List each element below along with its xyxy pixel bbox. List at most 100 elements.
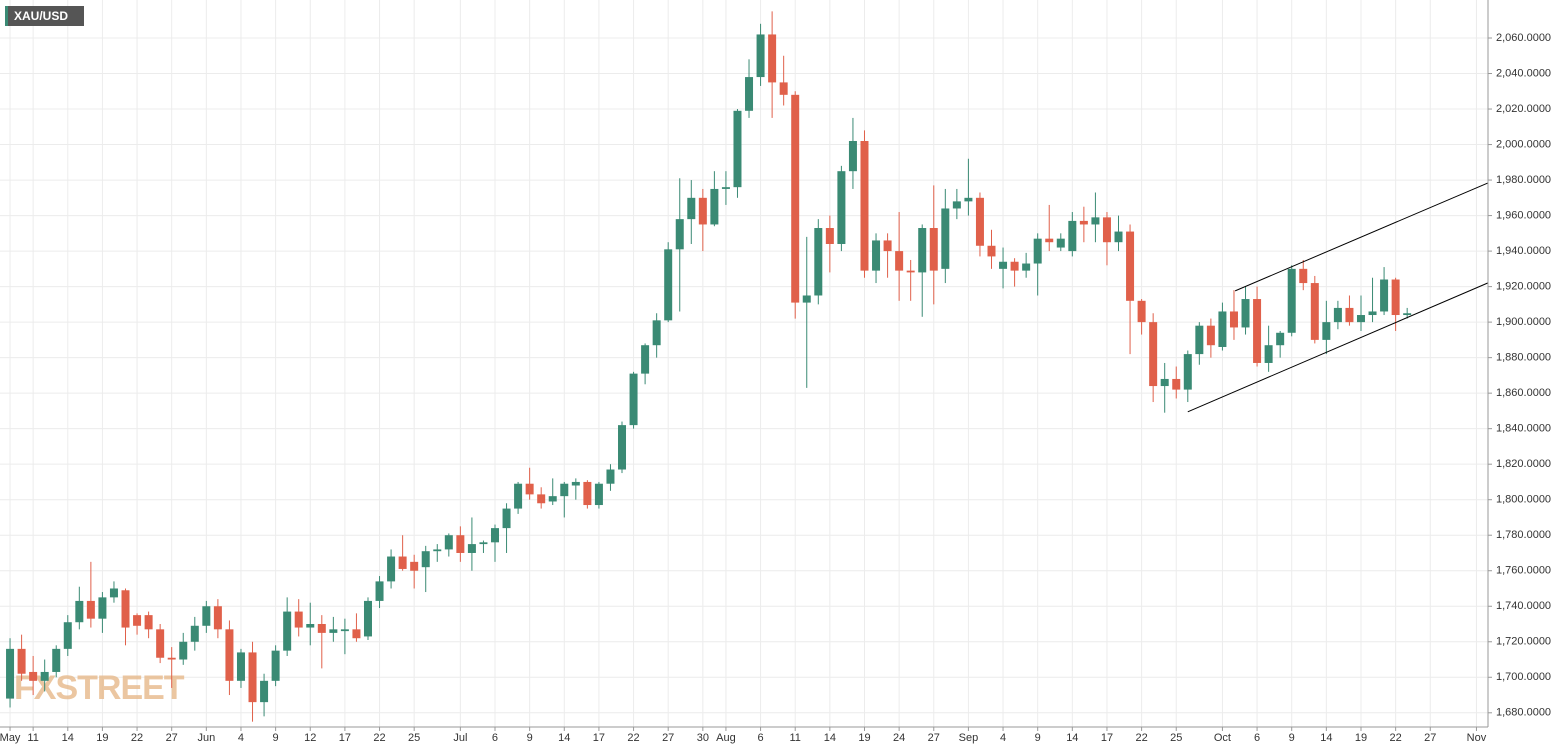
candle-body xyxy=(490,528,499,543)
candle-body xyxy=(156,629,165,658)
y-tick-label: 1,680.0000 xyxy=(1496,707,1551,719)
candle-body xyxy=(721,187,730,189)
candle-body xyxy=(294,611,303,628)
candle-body xyxy=(675,219,684,250)
y-tick-label: 2,060.0000 xyxy=(1496,32,1551,44)
x-tick-label: 17 xyxy=(593,732,605,744)
candle-body xyxy=(802,295,811,303)
candle-body xyxy=(560,483,569,497)
y-tick-label: 1,740.0000 xyxy=(1496,600,1551,612)
x-tick-label: Jul xyxy=(453,732,467,744)
candle-body xyxy=(1299,268,1308,284)
x-tick-label: 11 xyxy=(27,732,38,744)
x-tick-label: May xyxy=(0,732,21,744)
candle-body xyxy=(317,624,326,633)
candle-body xyxy=(606,469,615,484)
candle-body xyxy=(1368,311,1377,316)
x-tick-label: 9 xyxy=(273,732,279,744)
candle-body xyxy=(895,251,904,271)
title-badge-accent xyxy=(5,6,8,26)
candle-body xyxy=(1033,238,1042,264)
candle-body xyxy=(548,496,557,502)
y-tick-label: 2,040.0000 xyxy=(1496,67,1551,79)
candle-body xyxy=(848,140,857,172)
candle-body xyxy=(1403,313,1412,316)
candle-body xyxy=(1022,263,1031,271)
x-tick-label: 25 xyxy=(1170,732,1182,744)
candle-body xyxy=(906,270,915,273)
candle-body xyxy=(1333,307,1342,323)
candle-body xyxy=(1218,311,1227,347)
candle-body xyxy=(594,483,603,506)
candle-body xyxy=(1137,300,1146,323)
candle-body xyxy=(687,197,696,220)
x-tick-label: 19 xyxy=(96,732,108,744)
candle-body xyxy=(236,652,245,681)
candle-body xyxy=(433,549,442,552)
x-tick-label: 24 xyxy=(893,732,905,744)
candle-body xyxy=(456,535,465,553)
candle-body xyxy=(1102,217,1111,243)
x-tick-label: Oct xyxy=(1214,732,1231,744)
trendline xyxy=(1187,282,1489,413)
candle-body xyxy=(1091,217,1100,225)
candle-body xyxy=(941,208,950,269)
candle-body xyxy=(1056,238,1065,248)
y-tick-label: 2,000.0000 xyxy=(1496,138,1551,150)
candle-body xyxy=(779,82,788,95)
candle-body xyxy=(121,590,130,628)
candle-body xyxy=(918,228,927,273)
candle-body xyxy=(133,615,142,626)
candle-body xyxy=(363,600,372,637)
candle-body xyxy=(1160,378,1169,387)
candle-body xyxy=(421,551,430,568)
y-tick-label: 1,900.0000 xyxy=(1496,316,1551,328)
x-tick-label: 6 xyxy=(758,732,764,744)
x-tick-label: 11 xyxy=(789,732,800,744)
candle-body xyxy=(1079,220,1088,225)
x-tick-label: 22 xyxy=(1135,732,1147,744)
candle-body xyxy=(814,228,823,296)
candle-body xyxy=(837,171,846,244)
candle-body xyxy=(387,556,396,582)
candle-body xyxy=(1172,378,1181,390)
candle-body xyxy=(1010,261,1019,271)
y-tick-label: 1,820.0000 xyxy=(1496,458,1551,470)
candle-body xyxy=(1380,279,1389,312)
candle-body xyxy=(583,481,592,506)
x-tick-label: 14 xyxy=(1066,732,1078,744)
x-tick-label: 14 xyxy=(558,732,570,744)
y-tick-label: 1,860.0000 xyxy=(1496,387,1551,399)
x-tick-label: Jun xyxy=(197,732,215,744)
candle-body xyxy=(952,201,961,209)
candle-body xyxy=(352,629,361,639)
candle-body xyxy=(213,606,222,630)
candle-body xyxy=(109,588,118,598)
candle-body xyxy=(329,629,338,633)
candle-body xyxy=(1183,354,1192,390)
candle-body xyxy=(872,240,881,271)
watermark: FXSTREET xyxy=(14,669,185,707)
candle-body xyxy=(340,629,349,632)
candle-body xyxy=(1253,299,1262,363)
x-tick-label: 4 xyxy=(1000,732,1006,744)
y-tick-label: 1,920.0000 xyxy=(1496,281,1551,293)
candle-body xyxy=(1206,325,1215,346)
y-tick-label: 1,780.0000 xyxy=(1496,529,1551,541)
candle-body xyxy=(652,320,661,346)
candle-body xyxy=(1241,299,1250,328)
candle-body xyxy=(756,34,765,78)
x-tick-label: 22 xyxy=(1390,732,1402,744)
candle-body xyxy=(29,671,38,681)
candle-body xyxy=(975,197,984,246)
candle-body xyxy=(202,606,211,626)
candle-body xyxy=(860,140,869,271)
x-tick-label: Nov xyxy=(1467,732,1487,744)
candle-body xyxy=(271,650,280,681)
candle-body xyxy=(410,561,419,571)
x-tick-label: 6 xyxy=(1254,732,1260,744)
chart-title: XAU/USD xyxy=(14,9,68,23)
candle-body xyxy=(987,245,996,257)
x-tick-label: 30 xyxy=(697,732,709,744)
